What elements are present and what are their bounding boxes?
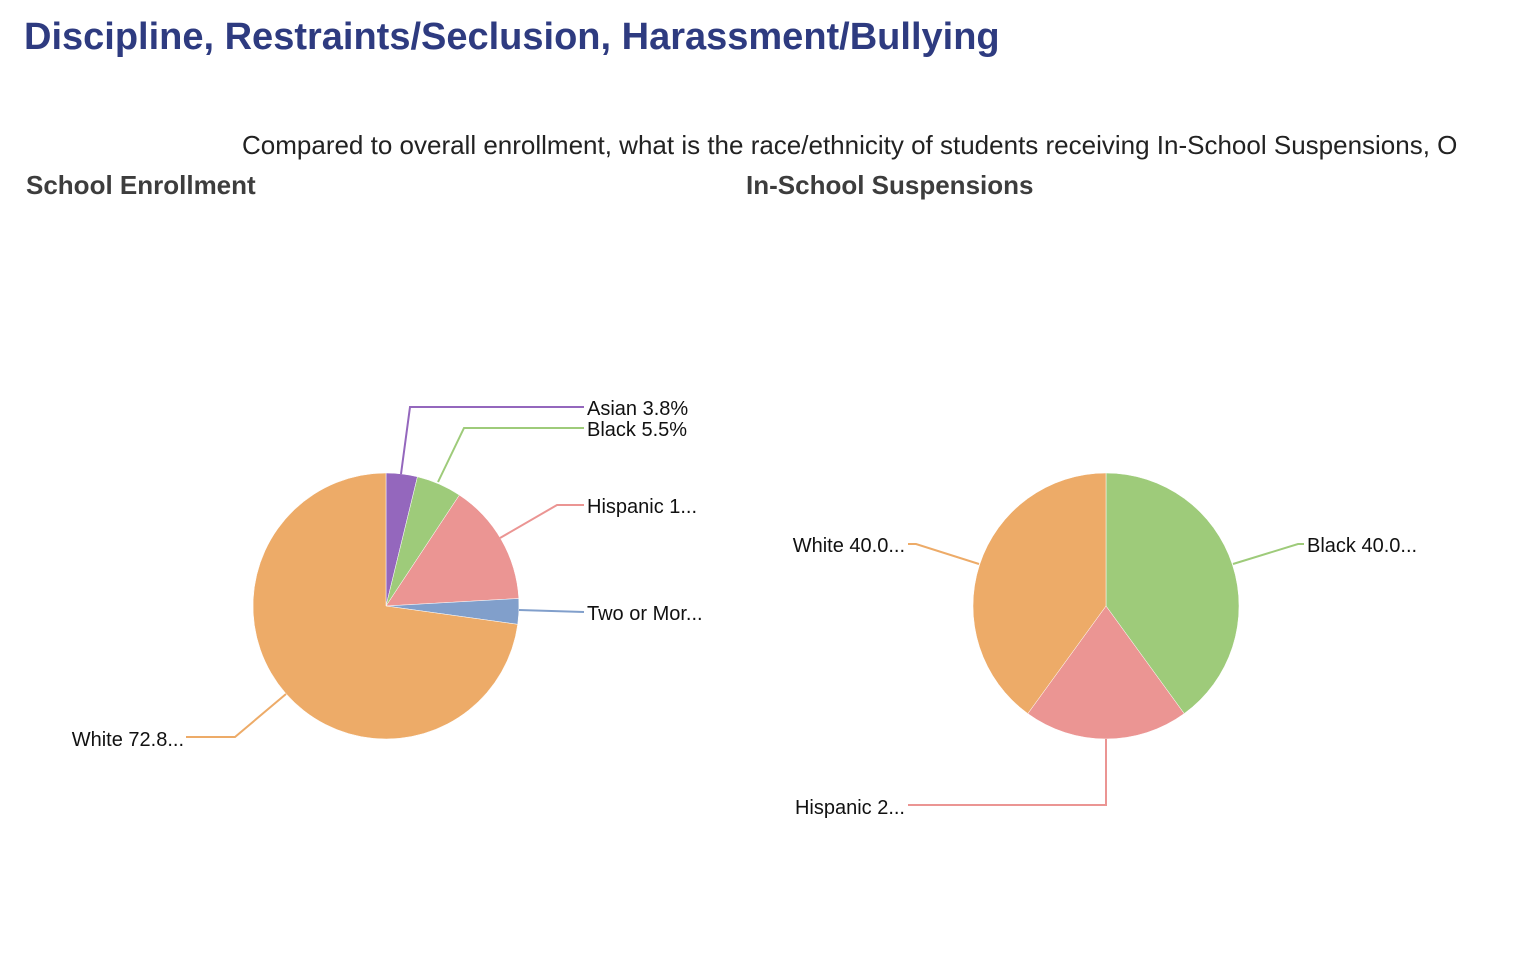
enrollment-slice-white bbox=[252, 472, 519, 740]
enrollment-leader-line-two-or-more bbox=[518, 609, 585, 613]
enrollment-pie-chart: Asian 3.8%Black 5.5% Hispanic 1... Two or … bbox=[72, 398, 703, 751]
enrollment-label-hispanic: Hispanic 1... bbox=[587, 496, 697, 518]
suspensions-label-hispanic: Hispanic 2... bbox=[795, 797, 905, 819]
enrollment-chart-title: School Enrollment bbox=[26, 170, 256, 200]
suspensions-slice-black bbox=[1105, 472, 1240, 714]
suspensions-leader-line-black bbox=[1232, 543, 1304, 565]
enrollment-label-asian: Asian 3.8% bbox=[587, 398, 688, 420]
suspensions-label-black: Black 40.0... bbox=[1307, 535, 1417, 557]
suspensions-slice-white bbox=[972, 472, 1107, 714]
enrollment-label-white: White 72.8... bbox=[72, 729, 184, 751]
enrollment-label-two-or-more: Two or Mor... bbox=[587, 603, 703, 625]
suspensions-label-white: White 40.0... bbox=[793, 535, 905, 557]
enrollment-label-black: Black 5.5% bbox=[587, 419, 687, 441]
enrollment-slice-hispanic bbox=[385, 494, 520, 607]
enrollment-leader-line-hispanic bbox=[499, 504, 584, 539]
suspensions-leader-line-white bbox=[908, 543, 980, 565]
page-title: Discipline, Restraints/Seclusion, Harass… bbox=[24, 16, 1000, 58]
chart-question: Compared to overall enrollment, what is … bbox=[242, 130, 1458, 160]
suspensions-leader-line-hispanic bbox=[908, 739, 1107, 806]
suspensions-chart-title: In-School Suspensions bbox=[746, 170, 1034, 200]
enrollment-leader-line-white bbox=[186, 693, 287, 738]
enrollment-leader-line-black bbox=[437, 427, 584, 483]
enrollment-leader-line-asian bbox=[400, 406, 584, 475]
